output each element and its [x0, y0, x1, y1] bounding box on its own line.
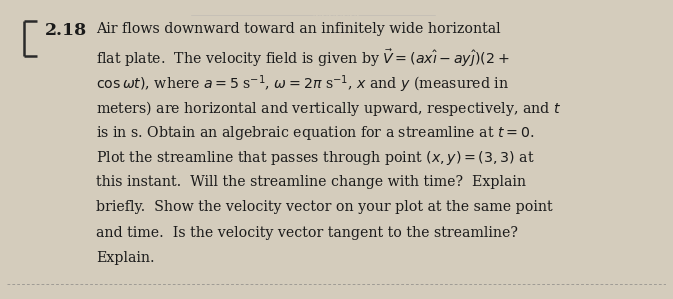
Text: Air flows downward toward an infinitely wide horizontal: Air flows downward toward an infinitely …	[96, 22, 501, 36]
Text: $\cos\omega t)$, where $a = 5$ s$^{-1}$, $\omega = 2\pi$ s$^{-1}$, $x$ and $y$ (: $\cos\omega t)$, where $a = 5$ s$^{-1}$,…	[96, 73, 509, 94]
Text: Plot the streamline that passes through point $(x, y) = (3, 3)$ at: Plot the streamline that passes through …	[96, 150, 534, 167]
Text: flat plate.  The velocity field is given by $\vec{V} = (ax\hat{\imath} - ay\hat{: flat plate. The velocity field is given …	[96, 48, 509, 69]
Text: is in s. Obtain an algebraic equation for a streamline at $t = 0$.: is in s. Obtain an algebraic equation fo…	[96, 124, 534, 142]
Text: 2.18: 2.18	[45, 22, 87, 39]
Text: xxxxxxx: xxxxxxx	[312, 7, 361, 20]
Text: meters) are horizontal and vertically upward, respectively, and $t$: meters) are horizontal and vertically up…	[96, 98, 561, 118]
Text: Explain.: Explain.	[96, 251, 154, 266]
Text: briefly.  Show the velocity vector on your plot at the same point: briefly. Show the velocity vector on you…	[96, 201, 553, 214]
Text: and time.  Is the velocity vector tangent to the streamline?: and time. Is the velocity vector tangent…	[96, 226, 518, 240]
Text: this instant.  Will the streamline change with time?  Explain: this instant. Will the streamline change…	[96, 175, 526, 189]
